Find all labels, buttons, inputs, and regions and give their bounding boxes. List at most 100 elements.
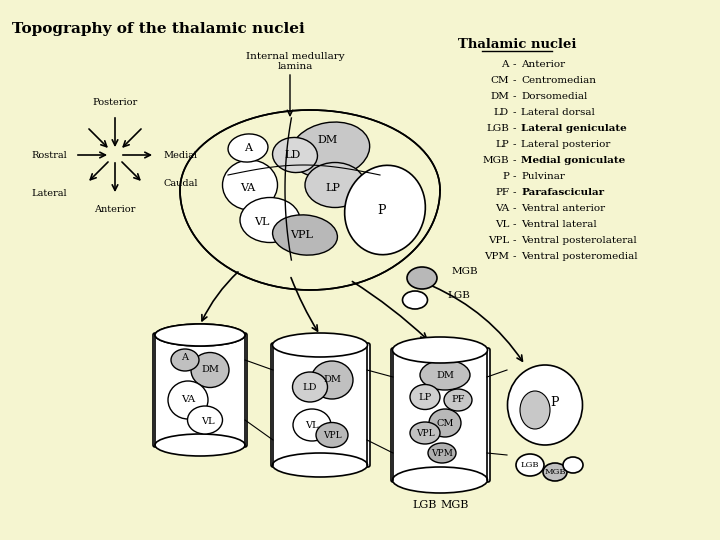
Text: Medial goniculate: Medial goniculate (521, 156, 625, 165)
Text: Posterior: Posterior (92, 98, 138, 107)
Text: -: - (513, 140, 516, 149)
Ellipse shape (171, 349, 199, 371)
Text: Ventral lateral: Ventral lateral (521, 220, 597, 229)
Text: VPL: VPL (487, 236, 509, 245)
Text: DM: DM (201, 366, 219, 375)
Text: PF: PF (451, 395, 464, 404)
Text: -: - (513, 60, 516, 69)
Text: DM: DM (436, 370, 454, 380)
Text: LGB: LGB (521, 461, 539, 469)
Ellipse shape (191, 353, 229, 388)
Text: VA: VA (495, 204, 509, 213)
Ellipse shape (410, 422, 440, 444)
Text: Centromedian: Centromedian (521, 76, 596, 85)
Ellipse shape (155, 434, 245, 456)
Ellipse shape (155, 324, 245, 346)
Text: LP: LP (495, 140, 509, 149)
Text: Pulvinar: Pulvinar (521, 172, 565, 181)
Text: VPL: VPL (415, 429, 434, 437)
Text: -: - (513, 92, 516, 101)
Text: LD: LD (285, 150, 301, 160)
Ellipse shape (311, 361, 353, 399)
Text: VL: VL (305, 421, 319, 429)
Text: LGB: LGB (447, 291, 470, 300)
Ellipse shape (187, 406, 222, 434)
Text: P: P (502, 172, 509, 181)
Text: VL: VL (201, 417, 215, 427)
Text: -: - (513, 188, 516, 197)
Ellipse shape (168, 381, 208, 419)
Text: DM: DM (323, 375, 341, 384)
Ellipse shape (316, 422, 348, 448)
Ellipse shape (228, 134, 268, 162)
Ellipse shape (508, 365, 582, 445)
Ellipse shape (293, 409, 331, 441)
Text: Ventral posteromedial: Ventral posteromedial (521, 252, 638, 261)
Ellipse shape (305, 163, 365, 207)
Text: A: A (502, 60, 509, 69)
Text: P: P (551, 395, 559, 408)
Text: -: - (513, 172, 516, 181)
Text: -: - (513, 76, 516, 85)
Text: P: P (378, 204, 386, 217)
Text: -: - (513, 252, 516, 261)
Text: Caudal: Caudal (163, 179, 197, 187)
Text: PF: PF (495, 188, 509, 197)
Ellipse shape (222, 160, 277, 210)
Text: Lateral dorsal: Lateral dorsal (521, 108, 595, 117)
Ellipse shape (272, 453, 367, 477)
Text: LD: LD (494, 108, 509, 117)
Text: VPM: VPM (484, 252, 509, 261)
Text: -: - (513, 124, 516, 133)
Text: DM: DM (318, 135, 338, 145)
Text: LP: LP (325, 183, 341, 193)
Ellipse shape (273, 138, 318, 173)
Text: Rostral: Rostral (31, 151, 67, 159)
Text: CM: CM (490, 76, 509, 85)
Text: MGB: MGB (482, 156, 509, 165)
Text: LD: LD (302, 382, 318, 392)
Text: -: - (513, 156, 516, 165)
Ellipse shape (392, 337, 487, 363)
Text: -: - (513, 108, 516, 117)
Ellipse shape (290, 122, 369, 178)
Ellipse shape (516, 454, 544, 476)
Text: VPM: VPM (431, 449, 453, 457)
Text: Lateral geniculate: Lateral geniculate (521, 124, 626, 133)
Text: Lateral posterior: Lateral posterior (521, 140, 611, 149)
Text: CM: CM (436, 418, 454, 428)
Text: Internal medullary
lamina: Internal medullary lamina (246, 52, 344, 71)
Ellipse shape (345, 165, 426, 255)
Text: Parafascicular: Parafascicular (521, 188, 604, 197)
Ellipse shape (420, 360, 470, 390)
Ellipse shape (155, 324, 245, 346)
Ellipse shape (410, 384, 440, 409)
Text: VPL: VPL (291, 230, 313, 240)
Text: Anterior: Anterior (94, 205, 135, 214)
Text: A: A (244, 143, 252, 153)
Ellipse shape (292, 372, 328, 402)
Text: Ventral anterior: Ventral anterior (521, 204, 605, 213)
Text: MGB: MGB (441, 500, 469, 510)
Ellipse shape (240, 198, 300, 242)
Text: VA: VA (240, 183, 256, 193)
Text: MGB: MGB (452, 267, 479, 276)
Ellipse shape (563, 457, 583, 473)
Text: MGB: MGB (544, 468, 566, 476)
Ellipse shape (520, 391, 550, 429)
Text: Lateral: Lateral (32, 188, 67, 198)
Text: DM: DM (490, 92, 509, 101)
Text: VL: VL (495, 220, 509, 229)
Ellipse shape (428, 443, 456, 463)
Text: VL: VL (254, 217, 270, 227)
Text: Thalamic nuclei: Thalamic nuclei (458, 38, 576, 51)
Text: VPL: VPL (323, 430, 341, 440)
Text: -: - (513, 204, 516, 213)
Text: A: A (181, 354, 189, 362)
Ellipse shape (543, 463, 567, 481)
Ellipse shape (273, 215, 338, 255)
Text: Ventral posterolateral: Ventral posterolateral (521, 236, 636, 245)
Text: Anterior: Anterior (521, 60, 565, 69)
FancyBboxPatch shape (391, 348, 490, 482)
Ellipse shape (444, 389, 472, 411)
